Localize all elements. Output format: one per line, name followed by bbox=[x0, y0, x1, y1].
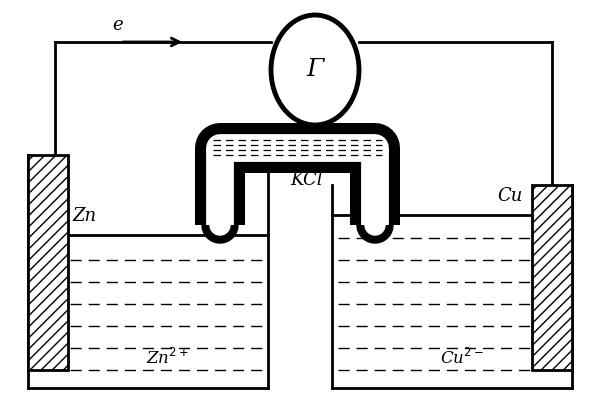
Text: Cu: Cu bbox=[497, 187, 523, 205]
Polygon shape bbox=[210, 225, 230, 235]
Polygon shape bbox=[365, 225, 385, 235]
Text: Γ: Γ bbox=[307, 58, 323, 82]
Text: Cu$^{2-}$: Cu$^{2-}$ bbox=[440, 348, 484, 368]
Text: e: e bbox=[112, 16, 122, 34]
Polygon shape bbox=[202, 225, 238, 243]
Ellipse shape bbox=[271, 15, 359, 125]
Text: Zn$^{2+}$: Zn$^{2+}$ bbox=[146, 348, 190, 368]
FancyBboxPatch shape bbox=[532, 185, 572, 370]
Text: KCl: KCl bbox=[291, 171, 323, 189]
FancyBboxPatch shape bbox=[28, 155, 68, 370]
Text: Zn: Zn bbox=[72, 207, 96, 225]
Polygon shape bbox=[357, 225, 393, 243]
